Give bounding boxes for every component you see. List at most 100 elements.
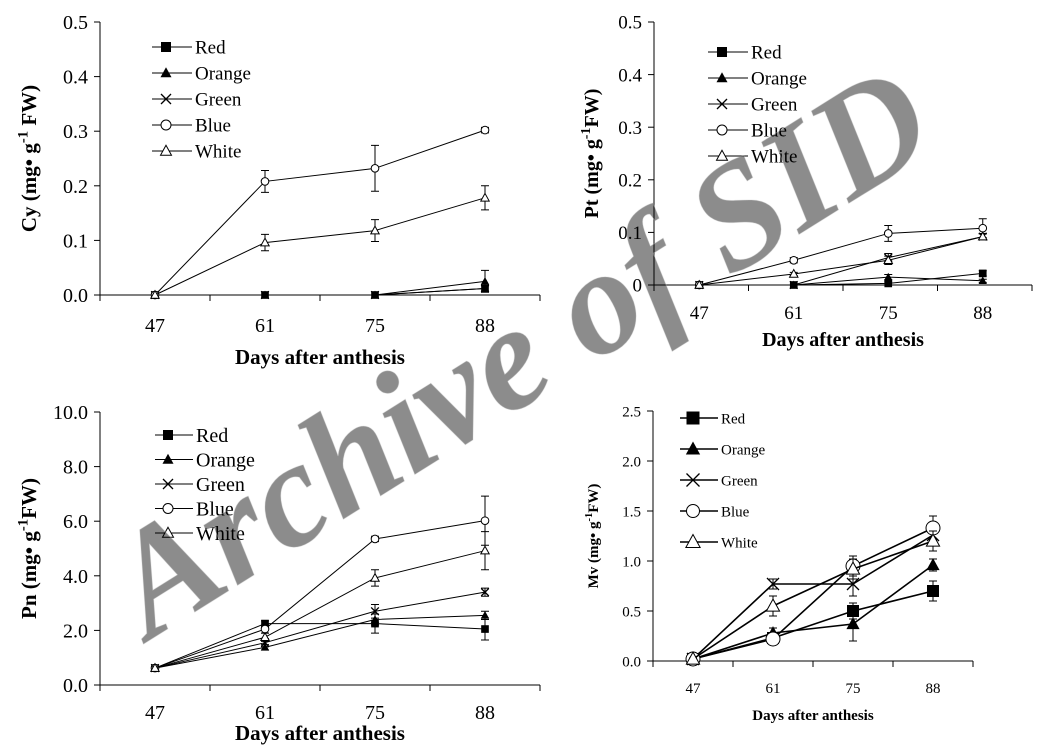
x-axis-title: Days after anthesis (235, 721, 405, 745)
y-tick-label: 0.5 (622, 604, 641, 620)
legend-item-orange: Orange (708, 69, 807, 90)
series-orange (150, 269, 490, 299)
marker-x (846, 577, 860, 591)
series-orange (686, 558, 940, 665)
legend-label: White (721, 535, 758, 551)
data-point (260, 624, 270, 634)
legend-label: Red (196, 425, 228, 447)
series-line (692, 534, 934, 660)
marker-triangle-open (369, 225, 381, 235)
data-point (369, 572, 381, 582)
y-tick-label: 0 (633, 276, 643, 297)
y-tick-label: 0.1 (63, 230, 88, 252)
marker-square (481, 625, 489, 633)
data-point (765, 631, 781, 647)
series-line (154, 591, 486, 669)
marker-circle-open (480, 516, 490, 525)
marker-triangle-open (715, 149, 729, 161)
legend-marker (685, 441, 701, 455)
x-tick-label: 88 (926, 681, 941, 697)
marker-x (686, 473, 700, 487)
marker-triangle-open (149, 289, 161, 299)
marker-triangle-open (788, 268, 799, 278)
y-tick-label: 10.0 (53, 402, 88, 424)
y-tick-label: 0.5 (63, 12, 88, 34)
marker-triangle-filled (884, 272, 893, 281)
y-tick-label: 0.2 (63, 176, 88, 198)
legend-label: Blue (751, 121, 787, 142)
marker-triangle-open (685, 651, 701, 665)
legend-marker (163, 430, 173, 440)
series-line (699, 236, 983, 286)
legend-item-red: Red (680, 411, 746, 427)
data-point (260, 177, 270, 186)
y-axis-title-superscript: -1 (16, 131, 32, 143)
series-line (692, 540, 934, 660)
marker-circle-open (370, 534, 380, 544)
series-line (155, 287, 486, 296)
legend-label: White (196, 523, 245, 545)
legend-item-white: White (155, 523, 245, 545)
data-point (261, 619, 269, 628)
legend-label: Green (195, 90, 242, 111)
legend-label: Blue (196, 499, 234, 521)
legend-marker (162, 453, 174, 464)
x-tick-label: 47 (145, 702, 165, 724)
y-axis-title: Pt (mg• g-1FW) (579, 89, 603, 219)
series-line (154, 129, 486, 296)
data-point (845, 561, 861, 575)
y-tick-label: 0.5 (618, 13, 642, 34)
marker-square (686, 411, 700, 425)
marker-triangle-open (925, 533, 941, 547)
marker-triangle-open (883, 254, 894, 265)
y-axis-title-superscript: -1 (16, 519, 32, 531)
marker-circle-open (260, 177, 270, 186)
data-point (925, 533, 941, 547)
series-white (685, 530, 941, 665)
marker-circle-open (716, 124, 728, 136)
data-point (978, 276, 987, 285)
marker-x (716, 98, 728, 110)
legend: Red Orange Green Blue White (680, 411, 765, 551)
data-point (883, 254, 894, 265)
marker-x (162, 478, 174, 490)
legend-marker (159, 144, 173, 156)
x-tick-label: 61 (784, 303, 803, 324)
data-point (694, 279, 705, 289)
legend-marker (686, 411, 700, 425)
y-axis-title-superscript: -1 (584, 513, 595, 522)
legend-label: Orange (751, 69, 807, 90)
data-point (926, 558, 940, 571)
legend-label: Red (721, 411, 746, 427)
x-tick-label: 47 (690, 303, 709, 324)
legend-marker (717, 47, 727, 57)
marker-triangle-filled (685, 441, 701, 455)
legend-item-orange: Orange (680, 441, 765, 458)
marker-triangle-open (479, 545, 491, 555)
marker-square (161, 42, 171, 52)
y-axis-title-main: Mv (mg• g (586, 521, 602, 588)
marker-triangle-filled (160, 67, 172, 78)
series-line (699, 236, 983, 286)
legend-label: Orange (195, 64, 251, 85)
series-line (154, 614, 486, 669)
marker-triangle-filled (926, 558, 940, 571)
legend-label: Orange (196, 450, 255, 472)
y-axis-title: Pn (mg• g-1FW) (16, 478, 41, 619)
legend-marker (162, 503, 174, 514)
data-point (480, 284, 490, 293)
marker-triangle-open (977, 231, 988, 241)
legend-marker (162, 478, 174, 490)
data-point (884, 272, 893, 281)
x-tick-label: 88 (475, 315, 495, 337)
y-tick-label: 2.0 (63, 620, 88, 642)
data-point (765, 598, 781, 612)
legend-label: Green (721, 473, 758, 489)
marker-triangle-open (259, 631, 271, 641)
x-tick-label: 75 (879, 303, 898, 324)
legend-item-orange: Orange (155, 450, 255, 472)
marker-circle-open (160, 119, 172, 131)
legend-label: White (195, 142, 241, 163)
marker-triangle-filled (480, 276, 490, 285)
